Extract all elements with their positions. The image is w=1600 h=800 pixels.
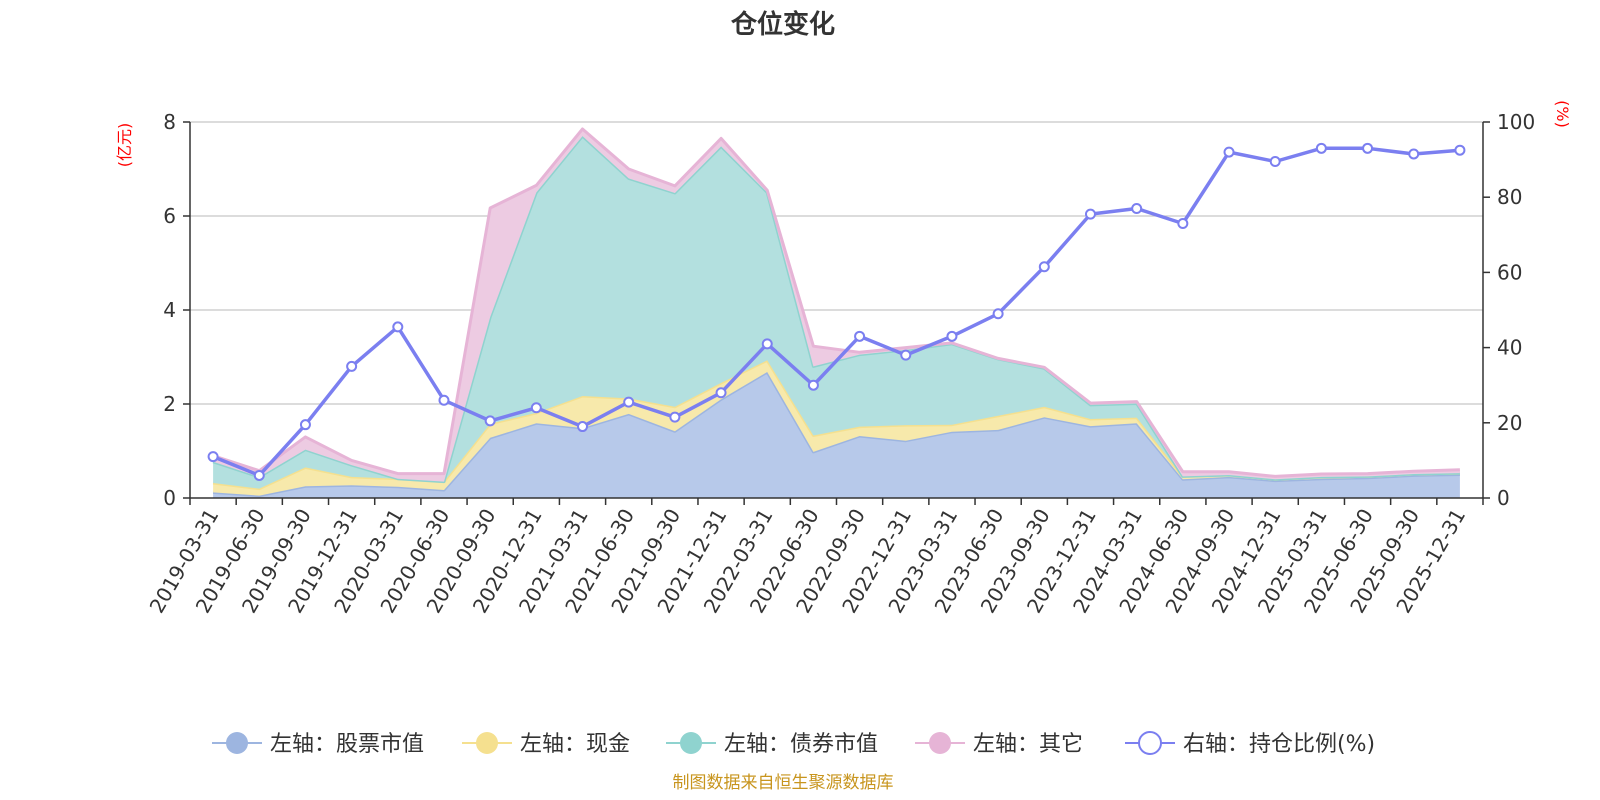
- ratio-point-6: [484, 415, 496, 427]
- ratio-point-3: [346, 360, 358, 372]
- right-axis-tick-label-3: 60: [1497, 260, 1522, 284]
- legend-marker-1: [476, 732, 498, 754]
- ratio-point-20: [1131, 202, 1143, 214]
- ratio-point-4: [392, 321, 404, 333]
- ratio-point-24: [1315, 142, 1327, 154]
- area-series-3: [213, 129, 1460, 482]
- left-axis-unit: (亿元): [115, 123, 134, 168]
- ratio-point-8: [577, 421, 589, 433]
- ratio-point-22: [1223, 146, 1235, 158]
- ratio-line: [207, 142, 1466, 481]
- right-axis-tick-label-4: 80: [1497, 185, 1522, 209]
- ratio-point-23: [1269, 155, 1281, 167]
- ratio-point-1: [253, 469, 265, 481]
- area-series-0: [213, 372, 1460, 498]
- ratio-point-18: [1038, 261, 1050, 273]
- legend-marker-3: [929, 732, 951, 754]
- area-series-edge-3: [212, 127, 1460, 478]
- ratio-point-5: [438, 394, 450, 406]
- ratio-point-26: [1408, 148, 1420, 160]
- left-axis-tick-label-3: 6: [163, 204, 176, 228]
- ratio-point-16: [946, 330, 958, 342]
- ratio-point-10: [669, 411, 681, 423]
- ratio-line-path: [212, 146, 1461, 478]
- legend-item-4[interactable]: 右轴：持仓比例(%): [1125, 731, 1375, 757]
- right-axis-unit: (%): [1553, 100, 1572, 128]
- ratio-point-2: [299, 419, 311, 431]
- legend-marker-4: [1138, 731, 1162, 755]
- left-axis-tick-label-1: 2: [163, 392, 176, 416]
- ratio-point-25: [1362, 142, 1374, 154]
- ratio-point-13: [807, 379, 819, 391]
- ratio-point-15: [900, 349, 912, 361]
- ratio-point-19: [1084, 208, 1096, 220]
- right-axis-tick-label-1: 20: [1497, 411, 1522, 435]
- right-axis-tick-label-0: 0: [1497, 486, 1510, 510]
- ratio-point-12: [761, 338, 773, 350]
- legend-label-1: 左轴：现金: [520, 732, 630, 757]
- ratio-point-9: [623, 396, 635, 408]
- ratio-point-7: [530, 402, 542, 414]
- legend-label-0: 左轴：股票市值: [270, 732, 424, 757]
- right-axis-tick-label-2: 40: [1497, 336, 1522, 360]
- legend-label-4: 右轴：持仓比例(%): [1183, 732, 1375, 757]
- legend-item-1[interactable]: 左轴：现金: [462, 732, 630, 757]
- ratio-point-21: [1177, 218, 1189, 230]
- ratio-point-11: [715, 387, 727, 399]
- legend-marker-0: [226, 732, 248, 754]
- area-series-1: [213, 360, 1460, 496]
- ratio-point-17: [992, 308, 1004, 320]
- chart-title: 仓位变化: [730, 9, 835, 40]
- legend-marker-2: [680, 732, 702, 754]
- legend-item-2[interactable]: 左轴：债券市值: [666, 732, 878, 757]
- stacked-areas: [212, 127, 1460, 498]
- data-source-footer: 制图数据来自恒生聚源数据库: [673, 773, 894, 793]
- left-axis-tick-label-0: 0: [163, 486, 176, 510]
- left-axis-tick-label-4: 8: [163, 110, 176, 134]
- legend-label-3: 左轴：其它: [973, 732, 1083, 757]
- legend-label-2: 左轴：债券市值: [724, 732, 878, 757]
- legend[interactable]: 左轴：股票市值 左轴：现金 左轴：债券市值 左轴：其它 右轴：持仓比例(%): [212, 731, 1375, 757]
- ratio-point-0: [207, 451, 219, 463]
- legend-item-0[interactable]: 左轴：股票市值: [212, 732, 424, 757]
- legend-item-3[interactable]: 左轴：其它: [915, 732, 1083, 757]
- left-axis-tick-label-2: 4: [163, 298, 176, 322]
- ratio-point-14: [854, 330, 866, 342]
- ratio-point-27: [1454, 144, 1466, 156]
- right-axis-tick-label-5: 100: [1497, 110, 1535, 134]
